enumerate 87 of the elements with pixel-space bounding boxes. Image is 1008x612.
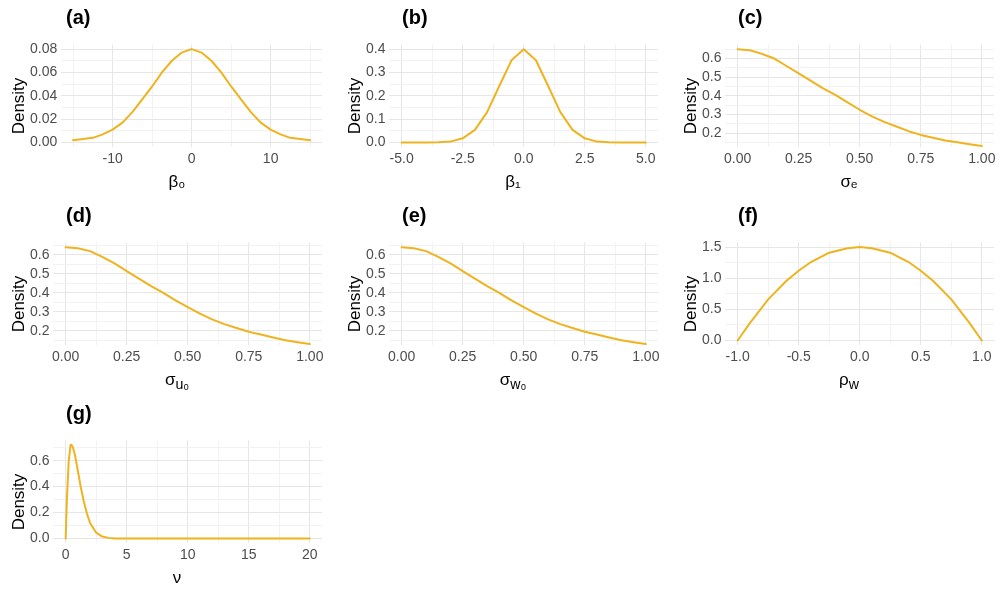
y-tick-label: 0.02 <box>30 110 58 127</box>
x-tick-label: 0.0 <box>514 150 534 167</box>
y-tick-label: 0.2 <box>365 86 386 103</box>
y-tick-label: 0.4 <box>701 86 722 103</box>
x-tick-label: -1.0 <box>725 348 750 365</box>
y-tick-label: 0.5 <box>365 264 386 281</box>
x-tick-label: 0.50 <box>510 348 538 365</box>
y-tick-label: 0.0 <box>29 529 50 546</box>
x-tick-label: 0.00 <box>52 348 80 365</box>
x-tick-label: 0.50 <box>846 150 874 167</box>
y-tick-label: 0.5 <box>701 68 722 85</box>
x-tick-label: 0.25 <box>449 348 477 365</box>
y-tick-label: 0.6 <box>29 451 50 468</box>
y-tick-label: 0.6 <box>365 245 386 262</box>
chart-title: (a) <box>66 6 91 29</box>
y-tick-label: 0.2 <box>365 321 386 338</box>
x-tick-label: 20 <box>302 546 318 563</box>
x-tick-label: 1.0 <box>972 348 992 365</box>
chart-title: (b) <box>402 6 428 29</box>
y-tick-label: 0.5 <box>701 300 722 317</box>
chart-title: (c) <box>738 6 763 29</box>
y-tick-label: 0.4 <box>365 283 386 300</box>
chart-title: (g) <box>66 402 92 425</box>
x-axis-title: σ$_{w₀}$ <box>498 370 528 393</box>
y-tick-label: 0.4 <box>29 477 50 494</box>
y-tick-label: 0.0 <box>365 133 386 150</box>
x-axis-title: σ$_{u₀}$ <box>163 370 191 393</box>
x-tick-label: 0.00 <box>388 348 416 365</box>
y-axis-title: Density <box>345 274 365 335</box>
x-tick-label: 0 <box>61 546 70 563</box>
x-tick-label: -5.0 <box>389 150 414 167</box>
y-tick-label: 0.3 <box>365 302 386 319</box>
y-tick-label: 1.5 <box>701 237 722 254</box>
x-tick-label: 0.25 <box>785 150 813 167</box>
y-tick-label: 0.6 <box>29 245 50 262</box>
y-tick-label: 0.1 <box>365 110 386 127</box>
x-tick-label: 5 <box>122 546 131 563</box>
y-tick-label: 0.3 <box>365 63 386 80</box>
y-tick-label: 0.0 <box>701 331 722 348</box>
y-tick-label: 0.6 <box>701 49 722 66</box>
x-tick-label: 10 <box>179 546 196 563</box>
chart-title: (e) <box>402 204 427 227</box>
x-tick-label: 5.0 <box>636 150 656 167</box>
x-tick-label: -2.5 <box>450 150 475 167</box>
y-tick-label: 1.0 <box>701 269 722 286</box>
y-tick-label: 0.3 <box>701 105 722 122</box>
x-tick-label: 1.00 <box>632 348 660 365</box>
x-tick-label: 15 <box>240 546 257 563</box>
y-tick-label: 0.06 <box>30 63 58 80</box>
x-tick-label: 0.00 <box>724 150 752 167</box>
x-tick-label: 0 <box>187 150 196 167</box>
x-axis-title: ν <box>171 568 183 588</box>
x-tick-label: 2.5 <box>575 150 595 167</box>
x-tick-label: 0.75 <box>235 348 263 365</box>
x-axis-title: β₁ <box>504 172 522 192</box>
x-tick-label: 0.75 <box>907 150 935 167</box>
chart-title: (d) <box>66 204 92 227</box>
x-axis-title: β₀ <box>167 172 187 192</box>
y-tick-label: 0.2 <box>701 123 722 140</box>
y-tick-label: 0.4 <box>365 39 386 56</box>
y-tick-label: 0.08 <box>30 39 58 56</box>
y-axis-title: Density <box>681 76 701 137</box>
y-tick-label: 0.00 <box>30 133 58 150</box>
x-axis-title: ρ$_{w}$ <box>838 370 860 393</box>
x-tick-label: 0.0 <box>850 348 870 365</box>
y-tick-label: 0.2 <box>29 321 50 338</box>
chart-title: (f) <box>738 204 758 227</box>
x-tick-label: -0.5 <box>786 348 811 365</box>
x-tick-label: 10 <box>262 150 279 167</box>
x-tick-label: 1.00 <box>968 150 996 167</box>
y-axis-title: Density <box>345 76 365 137</box>
x-tick-label: 0.75 <box>571 348 599 365</box>
x-axis-title: σₑ <box>839 172 859 192</box>
x-tick-label: 0.50 <box>174 348 202 365</box>
y-tick-label: 0.3 <box>29 302 50 319</box>
y-tick-label: 0.04 <box>30 86 58 103</box>
x-tick-label: 0.5 <box>911 348 931 365</box>
x-tick-label: -10 <box>102 150 123 167</box>
x-tick-label: 1.00 <box>296 348 324 365</box>
y-axis-title: Density <box>9 274 29 335</box>
y-axis-title: Density <box>9 76 29 137</box>
y-tick-label: 0.4 <box>29 283 50 300</box>
y-tick-label: 0.2 <box>29 503 50 520</box>
y-tick-label: 0.5 <box>29 264 50 281</box>
x-tick-label: 0.25 <box>113 348 141 365</box>
y-axis-title: Density <box>681 274 701 335</box>
y-axis-title: Density <box>9 472 29 533</box>
